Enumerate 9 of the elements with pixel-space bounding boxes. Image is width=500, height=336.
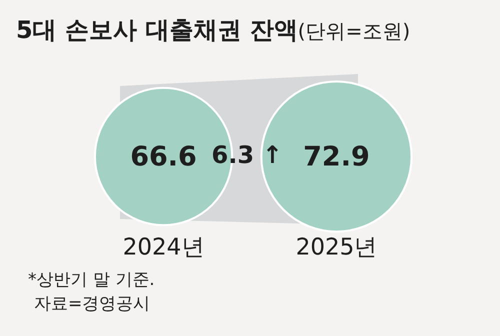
category-label: 2024년	[122, 234, 204, 260]
data-label: 66.6	[130, 142, 197, 173]
text: 5대 손보사 대출채권 잔액	[16, 16, 298, 44]
text: *상반기 말 기준.	[28, 269, 155, 292]
data-label: 72.9	[303, 142, 370, 173]
text: (단위=조원)	[298, 19, 410, 43]
text: 6.3 ↑	[212, 140, 282, 169]
category-label: 2025년	[296, 234, 378, 260]
text: 자료=경영공시	[33, 293, 152, 316]
